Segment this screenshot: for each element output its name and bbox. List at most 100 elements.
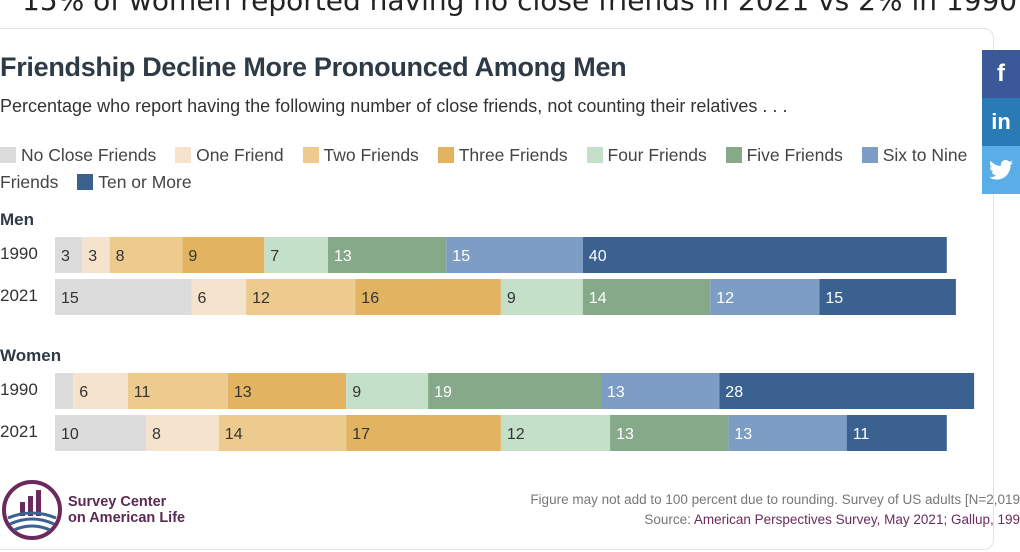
chart-subtitle: Percentage who report having the followi…: [0, 96, 788, 116]
bar-value-label: 19: [434, 384, 452, 401]
year-label: 1990: [0, 244, 38, 263]
bar-segment: [55, 237, 83, 273]
bar-segment: [227, 373, 347, 409]
legend-label: Two Friends: [323, 145, 419, 165]
bar-value-label: 12: [507, 426, 525, 443]
legend-swatch: [302, 147, 319, 163]
legend-label: Six to Nine Friends: [0, 145, 968, 192]
bar-value-label: 13: [607, 384, 625, 401]
bar-value-label: 13: [734, 426, 752, 443]
bar-value-label: 12: [716, 290, 734, 307]
bar-segment: [582, 237, 947, 273]
bar-segment: [582, 279, 711, 315]
bar-value-label: 8: [116, 248, 125, 265]
chart-note: Figure may not add to 100 percent due to…: [530, 492, 1020, 507]
bar-value-label: 28: [725, 384, 743, 401]
bar-value-label: 15: [61, 290, 79, 307]
bar-value-label: 15: [452, 248, 470, 265]
bar-segment: [146, 415, 219, 451]
bar-value-label: 12: [252, 290, 270, 307]
legend-swatch: [437, 147, 454, 163]
legend-item: One Friend: [161, 145, 284, 165]
bar-value-label: 6: [79, 384, 88, 401]
bar-segment: [127, 373, 228, 409]
bar-value-label: 9: [352, 384, 361, 401]
survey-center-logo: [0, 478, 64, 547]
bar-segment: [109, 237, 183, 273]
bar-segment: [191, 279, 247, 315]
legend-swatch: [77, 174, 94, 190]
linkedin-icon: in: [991, 109, 1011, 134]
year-label: 2021: [0, 286, 38, 305]
source-link[interactable]: American Perspectives Survey, May 2021; …: [693, 512, 1020, 527]
legend-item: Four Friends: [573, 145, 707, 165]
legend-label: Four Friends: [607, 145, 707, 165]
bar-segment: [346, 373, 429, 409]
legend-swatch: [175, 147, 192, 163]
legend-item: Five Friends: [712, 145, 843, 165]
facebook-icon: f: [997, 60, 1005, 87]
legend: No Close Friends One Friend Two Friends …: [0, 142, 975, 196]
bar-value-label: 9: [188, 248, 197, 265]
bar-value-label: 14: [589, 290, 607, 307]
legend-label: Ten or More: [98, 172, 192, 192]
bar-segment: [182, 237, 265, 273]
bar-segment: [73, 373, 128, 409]
legend-swatch: [0, 147, 16, 163]
bar-segment: [719, 373, 975, 409]
bar-segment: [218, 415, 347, 451]
legend-label: Five Friends: [746, 145, 843, 165]
bar-segment: [446, 237, 583, 273]
bar-value-label: 10: [61, 426, 79, 443]
legend-item: Three Friends: [424, 145, 568, 165]
legend-label: One Friend: [196, 145, 284, 165]
bar-segment: [264, 237, 328, 273]
bar-segment: [346, 415, 501, 451]
bar-value-label: 7: [270, 248, 279, 265]
twitter-share-button[interactable]: [982, 146, 1020, 194]
bar-value-label: 3: [88, 248, 97, 265]
bar-value-label: 11: [134, 384, 151, 401]
legend-item: No Close Friends: [0, 145, 156, 165]
bar-segment: [328, 237, 447, 273]
facebook-share-button[interactable]: f: [982, 50, 1020, 98]
linkedin-share-button[interactable]: in: [982, 98, 1020, 146]
bar-segment: [728, 415, 847, 451]
bar-segment: [846, 415, 947, 451]
bar-segment: [55, 279, 192, 315]
legend-item: Two Friends: [289, 145, 419, 165]
source-prefix: Source:: [644, 512, 694, 527]
bar-segment: [82, 237, 110, 273]
legend-label: Three Friends: [458, 145, 568, 165]
bar-value-label: 11: [853, 426, 870, 443]
chart-source: Source: American Perspectives Survey, Ma…: [420, 512, 1020, 527]
bar-segment: [428, 373, 601, 409]
year-label: 2021: [0, 422, 38, 441]
logo-icon: [2, 480, 62, 540]
year-label: 1990: [0, 380, 38, 399]
logo-line-2: on American Life: [68, 510, 186, 526]
bar-value-label: 17: [352, 426, 370, 443]
bar-value-label: 6: [198, 290, 207, 307]
bar-segment: [55, 415, 146, 451]
legend-label: No Close Friends: [21, 145, 157, 165]
bar-segment: [500, 415, 611, 451]
bar-value-label: 15: [825, 290, 843, 307]
bar-value-label: 3: [61, 248, 70, 265]
group-label-women: Women: [0, 346, 62, 365]
bar-value-label: 16: [361, 290, 379, 307]
bar-segment: [500, 279, 583, 315]
group-label-men: Men: [0, 210, 34, 229]
bar-value-label: 14: [225, 426, 243, 443]
chart-title: Friendship Decline More Pronounced Among…: [0, 52, 627, 82]
bar-value-label: 8: [152, 426, 161, 443]
bar-segment: [819, 279, 956, 315]
bar-segment: [610, 415, 729, 451]
bar-value-label: 13: [234, 384, 252, 401]
legend-swatch: [725, 147, 742, 163]
legend-swatch: [586, 147, 603, 163]
legend-item: Ten or More: [63, 172, 192, 192]
bar-value-label: 9: [507, 290, 516, 307]
article-text-fragment: 15% of women reported having no close fr…: [22, 0, 1020, 17]
